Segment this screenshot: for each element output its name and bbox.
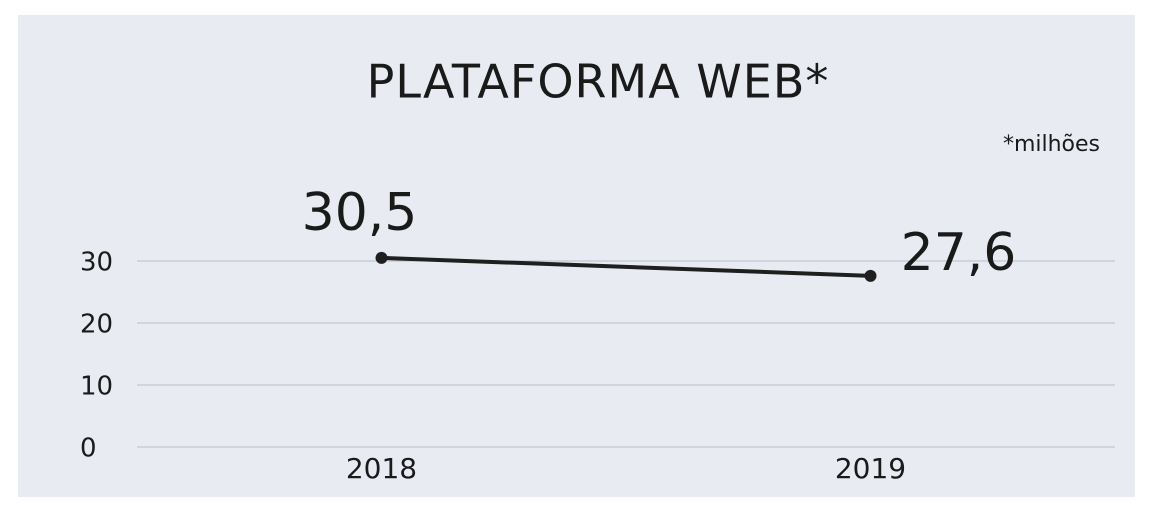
data-label: 30,5	[302, 183, 418, 243]
x-tick-label: 2019	[835, 452, 906, 485]
chart-background	[18, 15, 1135, 497]
y-tick-label: 30	[80, 248, 113, 278]
y-tick-label: 0	[80, 434, 97, 464]
point	[864, 269, 877, 282]
y-tick-label: 20	[80, 310, 113, 340]
chart-subtitle: *milhões	[1003, 132, 1100, 157]
y-tick-label: 10	[80, 372, 113, 402]
x-tick-label: 2018	[346, 452, 417, 485]
line	[381, 255, 871, 278]
chart-title: PLATAFORMA WEB*	[367, 55, 830, 109]
data-label: 27,6	[901, 223, 1017, 283]
point	[375, 251, 388, 264]
